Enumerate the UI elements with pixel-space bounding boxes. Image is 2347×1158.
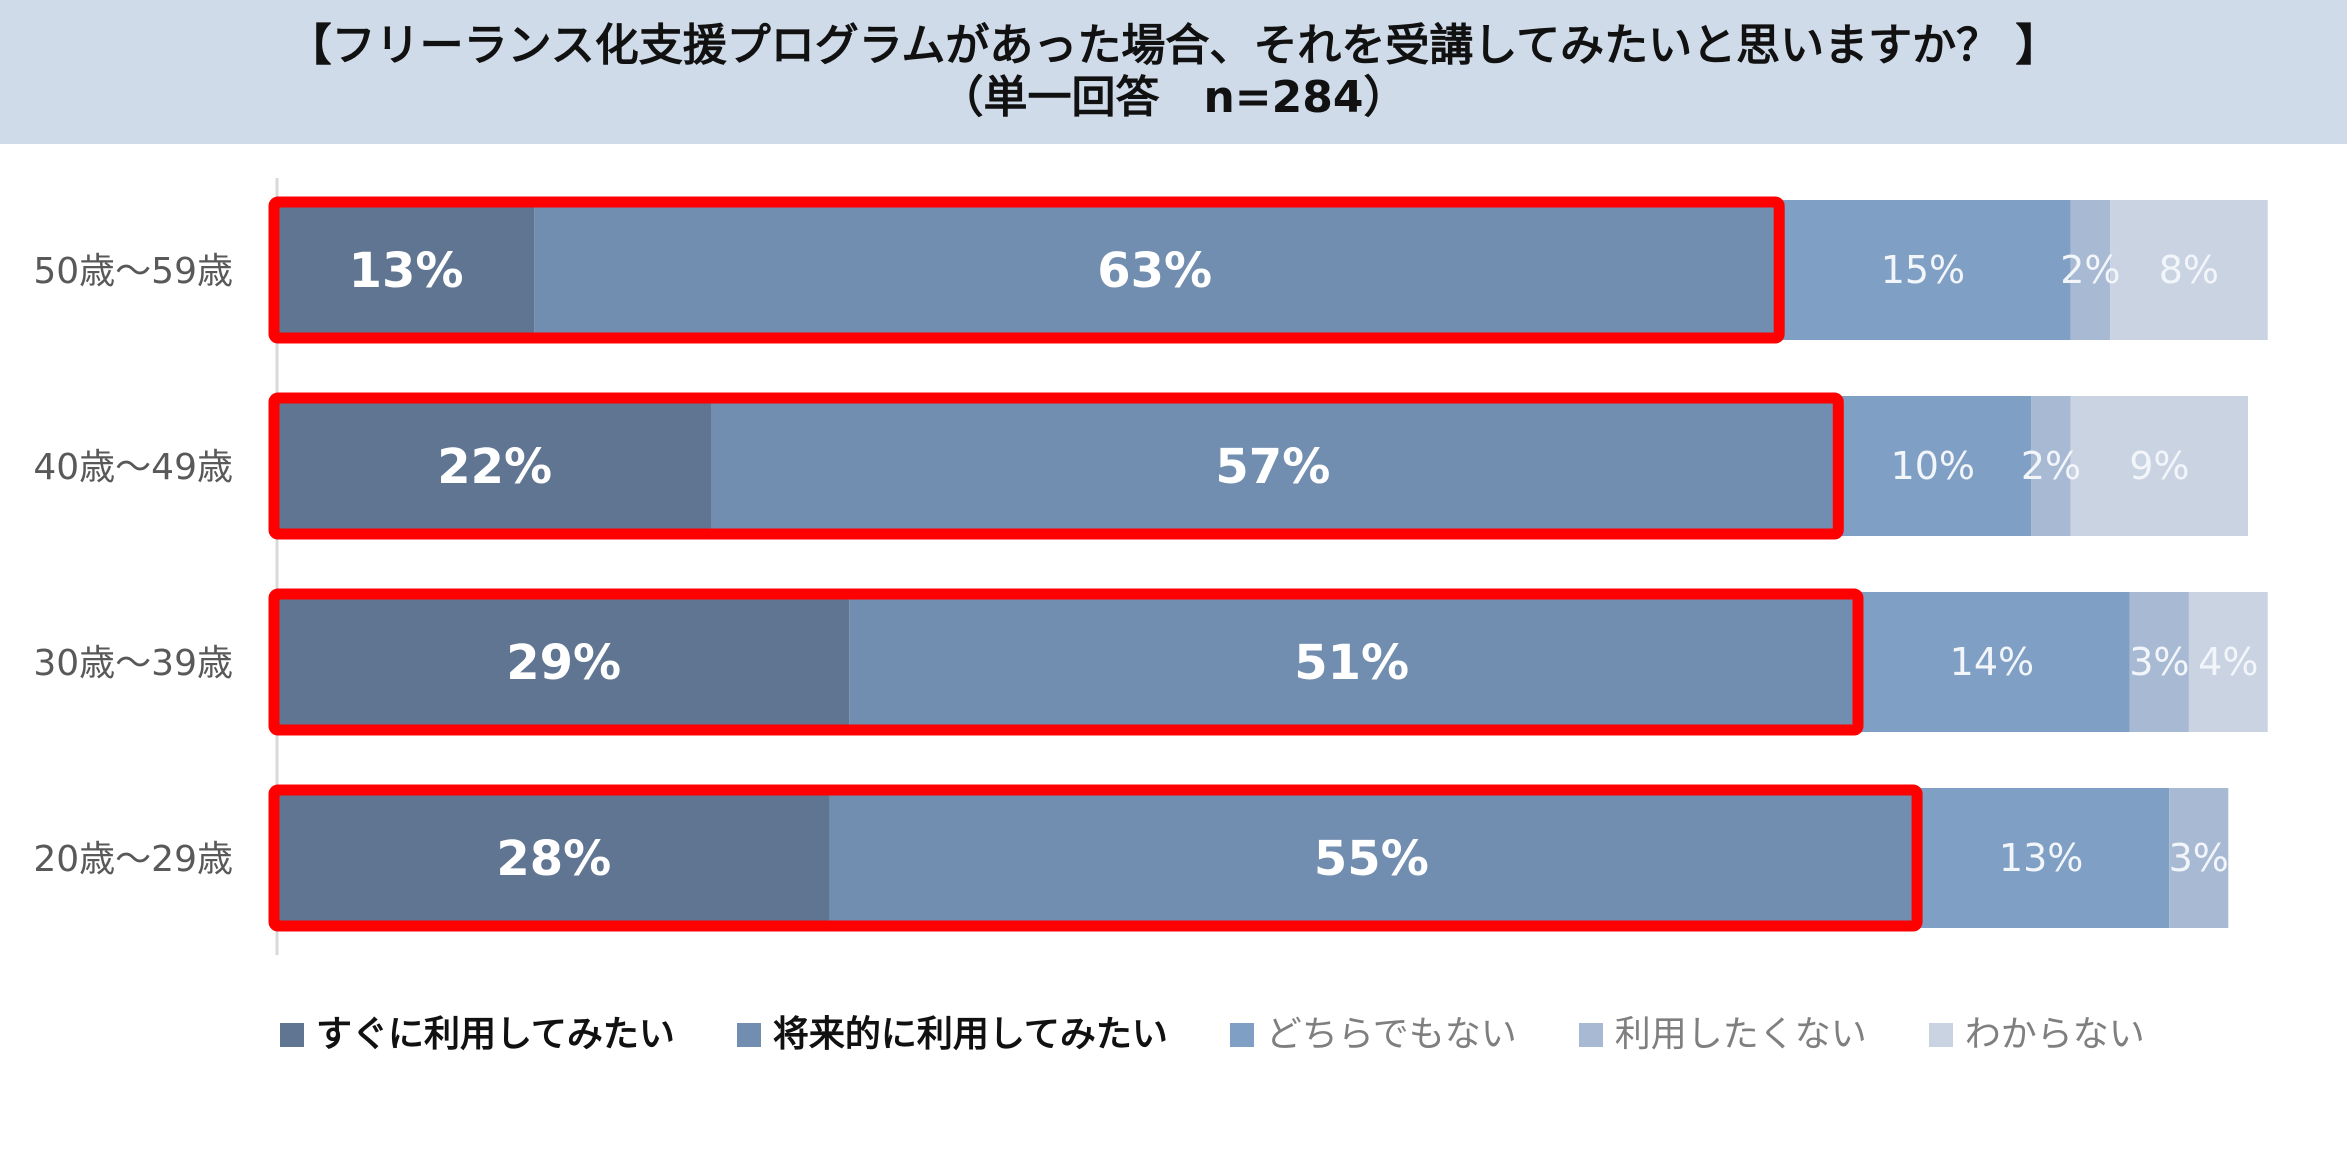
legend-label: わからない [1964,1014,2145,1055]
chart-title: 【フリーランス化支援プログラムがあった場合、それを受講してみたいと思いますか？ … [287,20,2060,71]
bar-segment [2169,788,2229,928]
data-label: 22% [437,439,552,495]
bar-segment [2129,592,2189,732]
bar-segment [1854,592,2130,732]
category-label: 40歳～49歳 [33,447,233,488]
data-label: 8% [2159,248,2219,292]
category-label: 30歳～39歳 [33,643,233,684]
data-label: 13% [1999,836,2083,880]
legend-item: 将来的に利用してみたい [736,1013,1168,1057]
highlight-box [268,784,1923,932]
data-label: 51% [1294,635,1409,691]
legend-swatch [280,1023,304,1047]
data-label: 63% [1097,243,1212,299]
highlight-box [268,588,1864,736]
chart-title-band: 【フリーランス化支援プログラムがあった場合、それを受講してみたいと思いますか？ … [0,0,2347,144]
data-label: 29% [506,635,621,691]
bar-segment [278,200,535,340]
bar-segment [2070,396,2248,536]
data-label: 14% [1950,640,2034,684]
legend-item: すぐに利用してみたい [280,1013,675,1057]
chart-subtitle: （単一回答 n=284） [939,72,1408,123]
bar-segment [829,788,1914,928]
bar-segment [2031,396,2071,536]
bar-segment [534,200,1776,340]
chart-legend: すぐに利用してみたい 将来的に利用してみたい どちらでもない 利用したくない わからない [280,1010,2207,1060]
legend-item: 利用したくない [1578,1013,1867,1057]
legend-label: 利用したくない [1614,1014,1867,1055]
bar-segment [711,396,1835,536]
highlight-box [268,392,1844,540]
bar-segment [1834,396,2032,536]
legend-item: わからない [1928,1013,2145,1057]
legend-swatch [1928,1023,1953,1047]
data-label: 4% [2198,640,2258,684]
category-label: 50歳～59歳 [33,251,233,292]
data-label: 2% [2021,444,2081,488]
highlight-box [268,196,1785,344]
data-label: 2% [2060,248,2120,292]
data-label: 57% [1215,439,1330,495]
legend-swatch [1578,1023,1603,1047]
legend-swatch [736,1023,761,1047]
bar-segment [1775,200,2071,340]
data-label: 28% [496,831,611,887]
bar-segment [2110,200,2268,340]
data-label: 3% [2129,640,2189,684]
data-label: 13% [349,243,464,299]
data-label: 9% [2129,444,2189,488]
data-label: 15% [1881,248,1965,292]
data-label: 55% [1314,831,1429,887]
data-label: 10% [1891,444,1975,488]
legend-swatch [1229,1023,1254,1047]
category-label: 20歳～29歳 [33,839,233,880]
bar-segment [278,788,830,928]
bar-segment [849,592,1854,732]
bar-segment [1913,788,2170,928]
legend-label: すぐに利用してみたい [316,1014,675,1055]
legend-item: どちらでもない [1229,1013,1517,1057]
bar-segment [2070,200,2111,340]
bar-segment [278,396,712,536]
data-label: 3% [2169,836,2229,880]
legend-label: 将来的に利用してみたい [772,1014,1168,1055]
legend-label: どちらでもない [1265,1014,1517,1055]
bar-segment [2188,592,2268,732]
bar-segment [278,592,850,732]
